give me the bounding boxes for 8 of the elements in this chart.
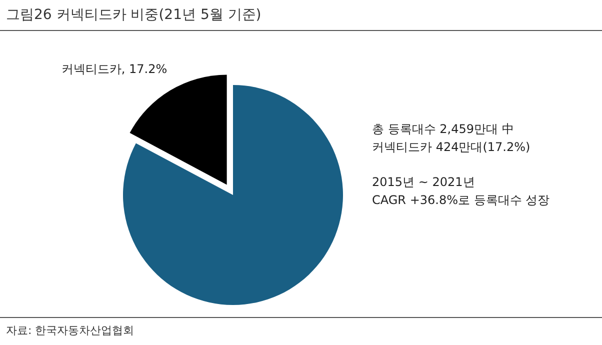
text: 자료: 한국자동차산업협회 [6,323,134,338]
text: 커넥티드카 424만대(17.2%) [372,140,530,154]
text: 2015년 ~ 2021년 [372,175,475,189]
text: 총 등록대수 2,459만대 中 [372,122,514,136]
data-label: , 17.2% [121,62,168,76]
text: CAGR +36.8%로 등록대수 성장 [372,193,550,207]
slice-label: 커넥티드카 [61,62,122,76]
chart-title: 그림26 커넥티드카 비중(21년 5월 기준) [6,6,262,24]
